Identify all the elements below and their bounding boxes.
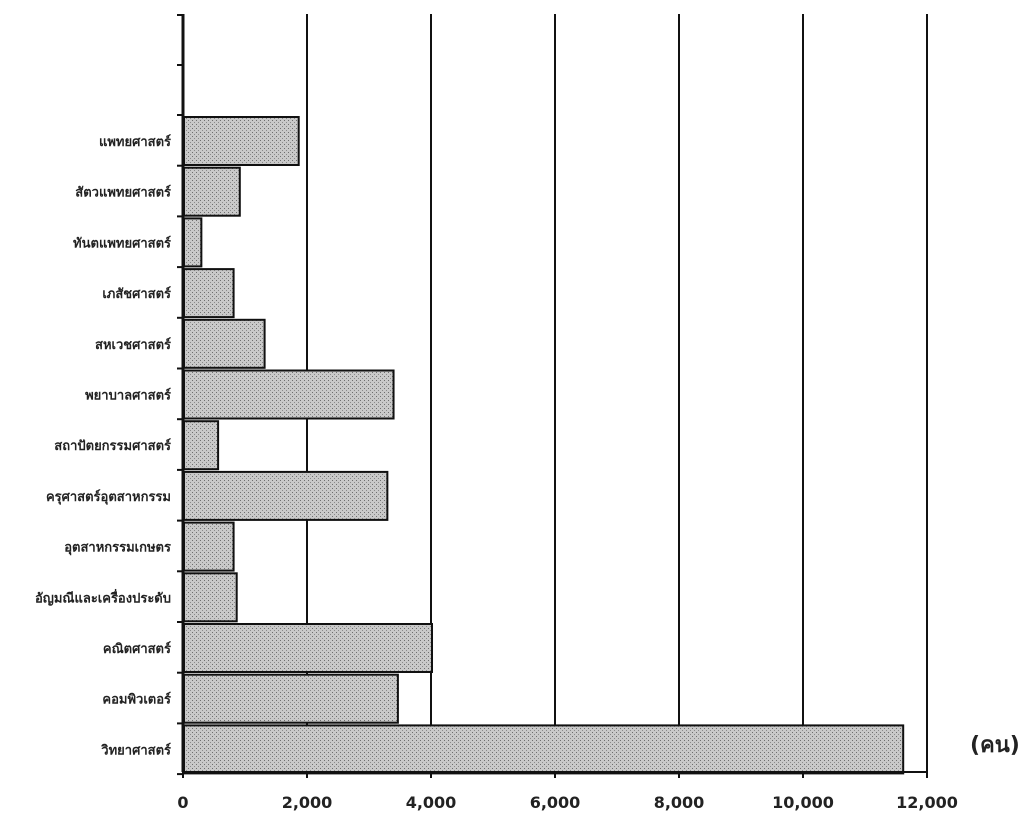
bar-4 xyxy=(183,521,235,572)
bar-1 xyxy=(183,673,399,724)
category-label: วิทยาศาสตร์ xyxy=(101,742,171,758)
axes xyxy=(177,14,928,778)
bar-5 xyxy=(183,470,389,521)
x-tick-label: 8,000 xyxy=(654,793,705,812)
x-axis-unit-label: (คน) xyxy=(970,733,1020,758)
category-label: อัญมณีและเครื่องประดับ xyxy=(35,588,171,606)
bar-10 xyxy=(183,217,203,268)
category-label: คอมพิวเตอร์ xyxy=(102,692,171,708)
category-label: พยาบาลศาสตร์ xyxy=(85,388,171,404)
x-tick-label: 6,000 xyxy=(530,793,581,812)
tick-labels: 0 2,000 4,000 6,000 8,000 10,000 12,000 xyxy=(177,793,957,812)
bar-6 xyxy=(183,420,220,471)
category-label: เภสัชศาสตร์ xyxy=(102,286,171,302)
category-label: คณิตศาสตร์ xyxy=(103,641,171,657)
x-tick-label: 2,000 xyxy=(282,793,333,812)
bar-0 xyxy=(183,724,905,775)
x-tick-label: 12,000 xyxy=(896,793,958,812)
category-label: ทันตแพทยศาสตร์ xyxy=(73,235,171,251)
bar-9 xyxy=(183,268,235,319)
bar-3 xyxy=(183,572,238,623)
x-tick-label: 4,000 xyxy=(406,793,457,812)
category-label: อุตสาหกรรมเกษตร xyxy=(64,541,171,556)
category-label: สัตวแพทยศาสตร์ xyxy=(75,185,171,201)
category-label: สหเวชศาสตร์ xyxy=(95,337,171,353)
category-label: แพทยศาสตร์ xyxy=(99,134,171,150)
bar-12 xyxy=(183,116,300,166)
bar-11 xyxy=(183,166,241,217)
bar-2 xyxy=(183,623,433,673)
bar-7 xyxy=(183,369,395,420)
bars xyxy=(183,116,905,775)
bar-8 xyxy=(183,318,266,369)
x-tick-label: 10,000 xyxy=(772,793,834,812)
category-label: ครุศาสตร์อุตสาหกรรม xyxy=(46,489,171,505)
x-tick-label: 0 xyxy=(177,793,188,812)
category-labels: วิทยาศาสตร์ คอมพิวเตอร์ คณิตศาสตร์ อัญมณีแล… xyxy=(35,134,171,758)
category-label: สถาปัตยกรรมศาสตร์ xyxy=(54,438,171,454)
